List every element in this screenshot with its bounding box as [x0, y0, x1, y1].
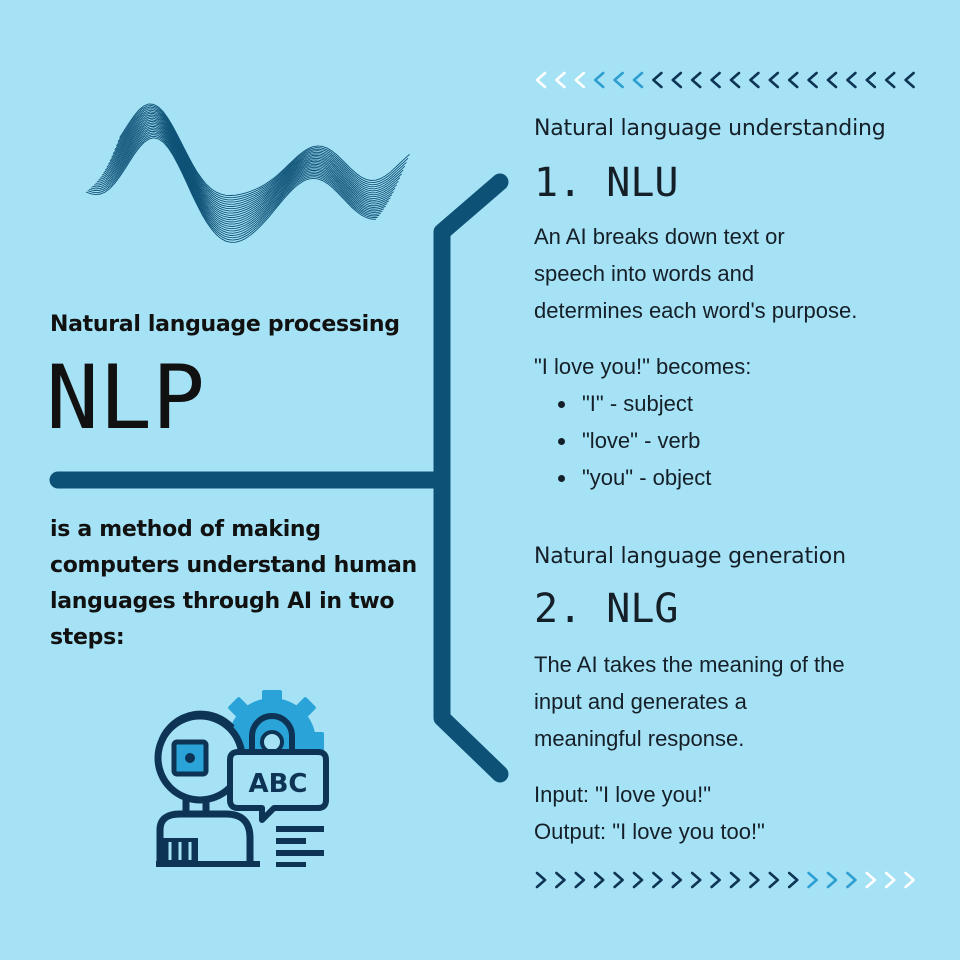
- left-subtitle: Natural language processing: [50, 312, 400, 337]
- waveform-line: [104, 117, 396, 216]
- waveform-line: [95, 127, 386, 230]
- waveform-line: [116, 106, 407, 201]
- chevron-icon: [768, 71, 780, 89]
- list-item: "love" - verb: [578, 422, 934, 459]
- chevron-icon: [535, 71, 547, 89]
- nlg-input-line: Input: "I love you!": [534, 782, 712, 807]
- nlu-bullet-list: "I" - subject "love" - verb "you" - obje…: [534, 385, 934, 496]
- chevron-icon: [884, 71, 896, 89]
- chevron-icon: [807, 71, 818, 89]
- waveform-line: [92, 130, 383, 234]
- chevron-icon: [574, 871, 586, 889]
- chevron-icon: [710, 871, 721, 889]
- waveform-line: [119, 103, 410, 196]
- robot-with-gear-icon: ABC: [154, 690, 329, 867]
- chevron-icon: [593, 871, 605, 889]
- nlg-output-line: Output: "I love you too!": [534, 819, 765, 844]
- waveform-line: [109, 113, 401, 210]
- left-description: is a method of making computers understa…: [50, 517, 417, 650]
- waveform-line: [103, 119, 394, 218]
- chevron-icon: [749, 871, 760, 889]
- list-item: "I" - subject: [578, 385, 934, 422]
- chevron-icon: [826, 871, 838, 889]
- speech-bubble-text: ABC: [248, 769, 307, 799]
- chevron-icon: [574, 71, 586, 89]
- waveform-line: [87, 135, 378, 241]
- nlg-title: 2. NLG: [534, 586, 679, 632]
- left-chevron-row: [535, 71, 915, 89]
- nlu-label: Natural language understanding: [534, 116, 886, 141]
- waveform-line: [98, 124, 390, 225]
- chevron-icon: [787, 71, 799, 89]
- nlg-description: The AI takes the meaning of the input an…: [534, 646, 934, 757]
- chevron-icon: [671, 71, 683, 89]
- nlg-line-2: input and generates a: [534, 689, 747, 714]
- chevron-icon: [671, 871, 683, 889]
- chevron-icon: [690, 71, 702, 89]
- chevron-icon: [652, 871, 663, 889]
- waveform-line: [112, 109, 404, 205]
- nlu-title: 1. NLU: [534, 160, 679, 206]
- chevron-icon: [749, 71, 760, 89]
- nlu-description: An AI breaks down text or speech into wo…: [534, 218, 934, 329]
- chevron-icon: [865, 871, 877, 889]
- waveform-line: [90, 132, 381, 236]
- chevron-icon: [535, 871, 547, 889]
- waveform-line: [117, 105, 409, 199]
- chevron-icon: [593, 71, 605, 89]
- nlu-line-3: determines each word's purpose.: [534, 298, 858, 323]
- nlg-line-1: The AI takes the meaning of the: [534, 652, 845, 677]
- waveform-line: [97, 126, 388, 227]
- chevron-icon: [710, 71, 721, 89]
- chevron-icon: [865, 71, 877, 89]
- chevron-icon: [904, 871, 915, 889]
- list-item: "you" - object: [578, 459, 934, 496]
- chevron-icon: [846, 871, 857, 889]
- nlu-example: "I love you!" becomes: "I" - subject "lo…: [534, 348, 934, 496]
- chevron-icon: [729, 71, 741, 89]
- chevron-icon: [846, 71, 857, 89]
- waveform-line: [85, 137, 377, 243]
- page-title: NLP: [46, 346, 205, 449]
- waveform-line: [100, 122, 391, 223]
- chevron-icon: [613, 71, 624, 89]
- waveform-line: [89, 134, 380, 239]
- nlg-example: Input: "I love you!" Output: "I love you…: [534, 776, 934, 850]
- chevron-icon: [555, 871, 566, 889]
- chevron-icon: [884, 871, 896, 889]
- waveform-line: [108, 114, 399, 212]
- chevron-icon: [613, 871, 624, 889]
- waveform-line: [93, 129, 385, 232]
- chevron-icon: [787, 871, 799, 889]
- chevron-icon: [632, 71, 644, 89]
- waveform-graphic: [85, 103, 410, 243]
- waveform-line: [106, 116, 398, 214]
- chevron-icon: [652, 71, 663, 89]
- chevron-icon: [632, 871, 644, 889]
- nlg-line-3: meaningful response.: [534, 726, 745, 751]
- nlg-label: Natural language generation: [534, 544, 846, 569]
- right-chevron-row: [535, 871, 915, 889]
- chevron-icon: [826, 71, 838, 89]
- chevron-icon: [768, 871, 780, 889]
- nlu-line-1: An AI breaks down text or: [534, 224, 785, 249]
- waveform-line: [111, 111, 402, 207]
- nlu-line-2: speech into words and: [534, 261, 755, 286]
- brace-divider: [49, 173, 509, 783]
- chevron-icon: [690, 871, 702, 889]
- chevron-icon: [904, 71, 915, 89]
- nlu-example-intro: "I love you!" becomes:: [534, 354, 752, 379]
- waveform-line: [114, 108, 406, 203]
- waveform-line: [101, 121, 393, 221]
- chevron-icon: [807, 871, 818, 889]
- chevron-icon: [729, 871, 741, 889]
- chevron-icon: [555, 71, 566, 89]
